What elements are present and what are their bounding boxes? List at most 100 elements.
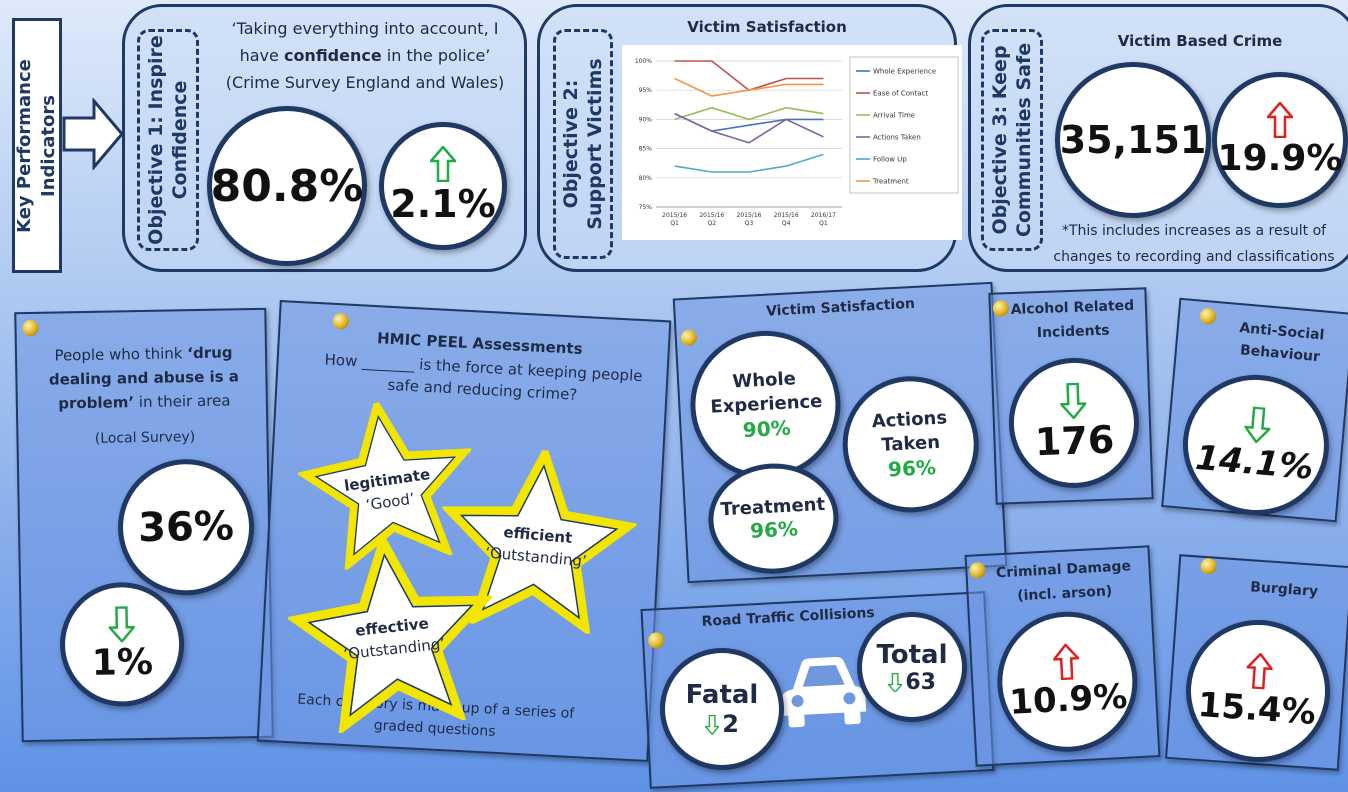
pin — [1199, 307, 1217, 325]
legend-label: Treatment — [872, 178, 909, 186]
change-circle: 19.9% — [1212, 72, 1348, 208]
arrow-down — [1243, 406, 1273, 444]
pin — [1200, 557, 1218, 575]
fatal-circle: Fatal 2 — [660, 648, 784, 770]
burglary-note: Burglary 15.4% — [1165, 554, 1348, 771]
x-tick-label: 2015/16 — [699, 212, 724, 219]
legend-label: Arrival Time — [873, 112, 915, 120]
item-value: 96% — [749, 515, 799, 543]
value: 176 — [1034, 417, 1115, 465]
objective3-label-box: Objective 3: Keep Communities Safe — [981, 29, 1043, 251]
objective1-label-box: Objective 1: Inspire Confidence — [137, 29, 199, 251]
alcohol-note: Alcohol Related Incidents 176 — [988, 287, 1154, 505]
drugs-source: (Local Survey) — [94, 429, 196, 447]
total-label: Total — [876, 639, 948, 670]
fatal-label: Fatal — [685, 680, 759, 710]
quote-source: (Crime Survey England and Wales) — [225, 73, 505, 92]
x-tick-label: Q2 — [708, 220, 717, 227]
value-circle: 80.8% — [207, 106, 367, 266]
asb-title: Anti-Social Behaviour — [1238, 320, 1326, 366]
chart: 75%80%85%90%95%100%2015/16Q12015/16Q2201… — [622, 45, 962, 240]
value-circle: 14.1% — [1177, 368, 1335, 522]
x-tick-label: 2015/16 — [774, 212, 799, 219]
series-line — [674, 153, 824, 173]
alcohol-title: Alcohol Related Incidents — [1010, 297, 1135, 342]
value: 80.8% — [210, 160, 364, 212]
objective3-label: Objective 3: Keep Communities Safe — [989, 42, 1035, 238]
road-note: Road Traffic Collisions — [640, 591, 995, 789]
pin — [680, 329, 698, 347]
total-value: 63 — [905, 669, 936, 695]
y-tick-label: 95% — [639, 87, 653, 94]
star: legitimate ‘Good’ — [290, 391, 486, 575]
x-tick-label: Q1 — [819, 220, 828, 227]
pin — [647, 631, 665, 649]
item-circle: Whole Experience 90% — [686, 327, 845, 483]
y-tick-label: 85% — [639, 146, 653, 153]
arrow-up — [1267, 101, 1293, 138]
series-line — [674, 112, 824, 144]
value-circle: 15.4% — [1181, 615, 1335, 767]
x-tick-label: 2016/17 — [811, 212, 836, 219]
objective3-note: *This includes increases as a result of … — [1053, 223, 1335, 265]
y-tick-label: 90% — [639, 116, 653, 123]
y-tick-label: 100% — [635, 58, 652, 65]
value-circle: 36% — [116, 458, 256, 597]
value: 35,151 — [1059, 118, 1207, 162]
text: in their area — [133, 391, 231, 412]
star-shape — [440, 443, 639, 638]
arrow-down — [887, 672, 904, 693]
car-icon — [781, 657, 867, 728]
star: effective ‘Outstanding’ — [281, 528, 505, 737]
legend-label: Whole Experience — [873, 68, 936, 76]
x-tick-label: Q4 — [782, 220, 791, 227]
objective3-title: Victim Based Crime — [1117, 32, 1283, 50]
legend-box — [849, 56, 959, 194]
item-value: 96% — [887, 455, 937, 482]
objective2-label-box: Objective 2: Support Victims — [553, 29, 613, 259]
y-tick-label: 80% — [639, 175, 653, 182]
change: 19.9% — [1217, 137, 1343, 179]
star-name: efficient — [502, 523, 574, 548]
series-line — [674, 60, 824, 92]
arrow-up — [1245, 652, 1274, 690]
x-tick-label: Q3 — [745, 220, 754, 227]
change: 1% — [91, 641, 154, 684]
legend-label: Follow Up — [873, 156, 907, 164]
quote-bold: confidence — [283, 46, 382, 65]
kpi-box: Key Performance Indicators — [12, 18, 62, 273]
arrow-down — [1059, 382, 1087, 420]
value: 36% — [137, 503, 235, 552]
objective2-label: Objective 2: Support Victims — [560, 58, 606, 230]
legend-label: Ease of Contact — [873, 90, 928, 98]
series-line — [674, 77, 824, 97]
x-tick-label: 2015/16 — [737, 212, 762, 219]
fatal-value: 2 — [722, 710, 739, 738]
change: 2.1% — [390, 182, 496, 226]
arrow-down — [108, 605, 136, 643]
series-line — [674, 106, 824, 121]
legend-label: Actions Taken — [873, 134, 921, 142]
star-name: effective — [354, 614, 430, 640]
chart-title: Victim Satisfaction — [687, 18, 847, 36]
quote-text: in the police’ — [381, 46, 491, 65]
star-shape — [295, 396, 473, 573]
total-circle: Total 63 — [857, 612, 967, 722]
value: 10.9% — [1008, 676, 1129, 723]
objective1-quote: ‘Taking everything into account, I have … — [215, 15, 515, 96]
star: efficient ‘Outstanding’ — [433, 442, 643, 638]
value-circle: 176 — [1006, 355, 1142, 491]
kpi-title: Key Performance Indicators — [14, 58, 59, 233]
value-circle: 10.9% — [993, 608, 1141, 756]
item-label: Treatment — [720, 493, 826, 520]
title: Criminal Damage — [995, 558, 1132, 582]
item-label: Actions Taken — [871, 407, 948, 456]
item-label: Whole Experience — [709, 368, 823, 418]
arrow-up — [1052, 643, 1081, 681]
objective1-label: Objective 1: Inspire Confidence — [145, 35, 191, 245]
quote-text: ‘Taking everything into account, I have — [231, 19, 499, 65]
victim-satisfaction-note: Victim Satisfaction Whole Experience 90% … — [672, 281, 1008, 584]
item-circle: Treatment 96% — [705, 460, 842, 577]
series-line — [674, 112, 824, 132]
drugs-note: People who think ‘drug dealing and abuse… — [14, 307, 274, 743]
